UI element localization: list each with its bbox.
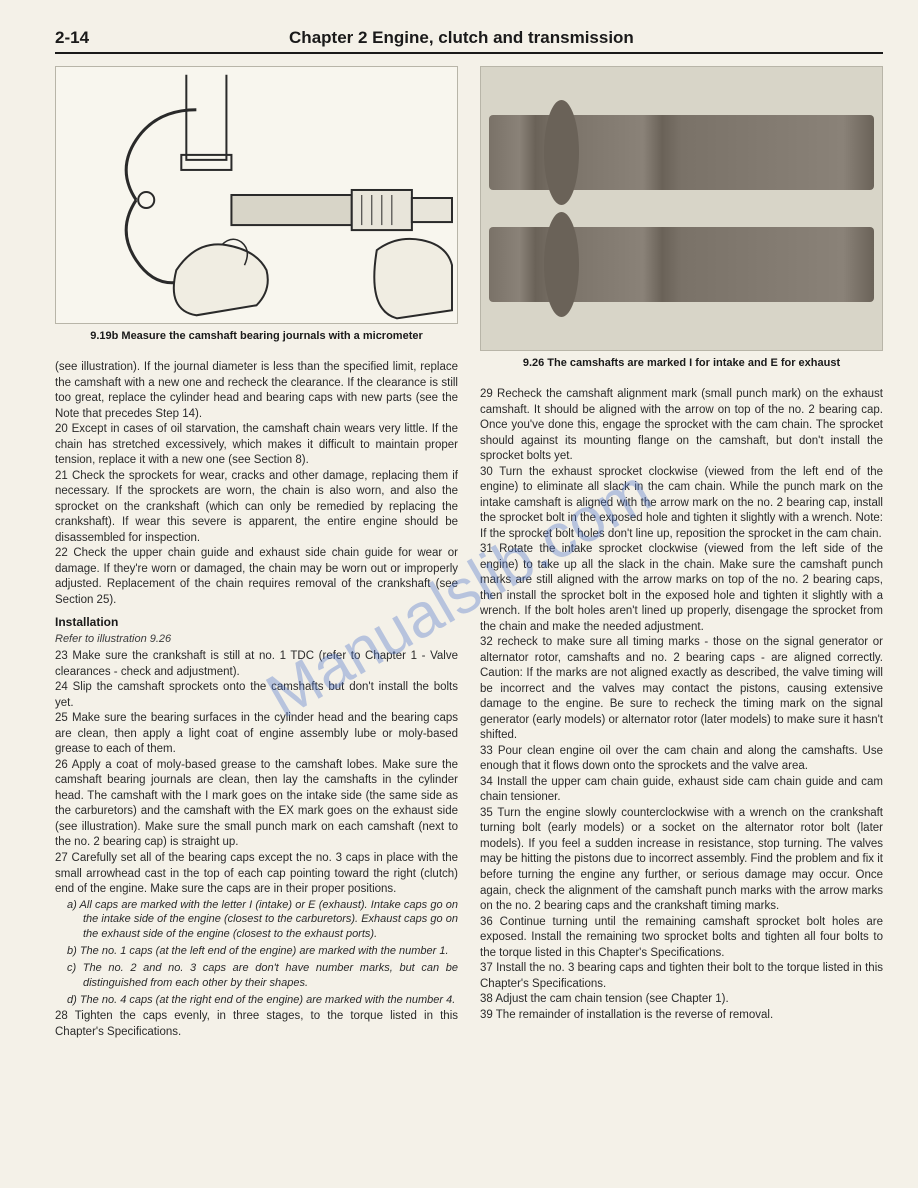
figure-919b-caption: 9.19b Measure the camshaft bearing journ… xyxy=(55,330,458,342)
para-27: 27 Carefully set all of the bearing caps… xyxy=(55,851,458,898)
installation-heading: Installation xyxy=(55,614,458,630)
list-item-d: d) The no. 4 caps (at the right end of t… xyxy=(55,993,458,1008)
refer-illustration: Refer to illustration 9.26 xyxy=(55,632,458,647)
para-29: 29 Recheck the camshaft alignment mark (… xyxy=(480,387,883,465)
para-21: 21 Check the sprockets for wear, cracks … xyxy=(55,469,458,547)
para-see-illustration: (see illustration). If the journal diame… xyxy=(55,360,458,422)
para-35: 35 Turn the engine slowly counterclockwi… xyxy=(480,806,883,915)
content-columns: 9.19b Measure the camshaft bearing journ… xyxy=(55,66,883,1040)
page-number: 2-14 xyxy=(55,28,89,48)
list-item-c: c) The no. 2 and no. 3 caps are don't ha… xyxy=(55,961,458,991)
para-36: 36 Continue turning until the remaining … xyxy=(480,915,883,962)
para-37: 37 Install the no. 3 bearing caps and ti… xyxy=(480,961,883,992)
list-item-a: a) All caps are marked with the letter I… xyxy=(55,898,458,943)
para-34: 34 Install the upper cam chain guide, ex… xyxy=(480,775,883,806)
para-30: 30 Turn the exhaust sprocket clockwise (… xyxy=(480,465,883,543)
camshaft-top xyxy=(489,115,874,190)
para-24: 24 Slip the camshaft sprockets onto the … xyxy=(55,680,458,711)
para-39: 39 The remainder of installation is the … xyxy=(480,1008,883,1024)
list-item-b: b) The no. 1 caps (at the left end of th… xyxy=(55,944,458,959)
manual-page: 2-14 Chapter 2 Engine, clutch and transm… xyxy=(0,0,918,1070)
para-25: 25 Make sure the bearing surfaces in the… xyxy=(55,711,458,758)
para-23: 23 Make sure the crankshaft is still at … xyxy=(55,649,458,680)
para-38: 38 Adjust the cam chain tension (see Cha… xyxy=(480,992,883,1008)
para-26: 26 Apply a coat of moly-based grease to … xyxy=(55,758,458,851)
para-32: 32 recheck to make sure all timing marks… xyxy=(480,635,883,744)
right-column: 9.26 The camshafts are marked I for inta… xyxy=(480,66,883,1040)
left-body-text: (see illustration). If the journal diame… xyxy=(55,360,458,1040)
micrometer-illustration xyxy=(56,67,457,323)
para-31: 31 Rotate the intake sprocket clockwise … xyxy=(480,542,883,635)
camshaft-bottom xyxy=(489,227,874,302)
figure-926-caption: 9.26 The camshafts are marked I for inta… xyxy=(480,357,883,369)
right-body-text: 29 Recheck the camshaft alignment mark (… xyxy=(480,387,883,1023)
left-column: 9.19b Measure the camshaft bearing journ… xyxy=(55,66,458,1040)
para-28: 28 Tighten the caps evenly, in three sta… xyxy=(55,1009,458,1040)
figure-919b xyxy=(55,66,458,324)
para-20: 20 Except in cases of oil starvation, th… xyxy=(55,422,458,469)
page-header: 2-14 Chapter 2 Engine, clutch and transm… xyxy=(55,28,883,54)
para-22: 22 Check the upper chain guide and exhau… xyxy=(55,546,458,608)
chapter-title: Chapter 2 Engine, clutch and transmissio… xyxy=(289,28,634,48)
para-33: 33 Pour clean engine oil over the cam ch… xyxy=(480,744,883,775)
figure-926 xyxy=(480,66,883,351)
